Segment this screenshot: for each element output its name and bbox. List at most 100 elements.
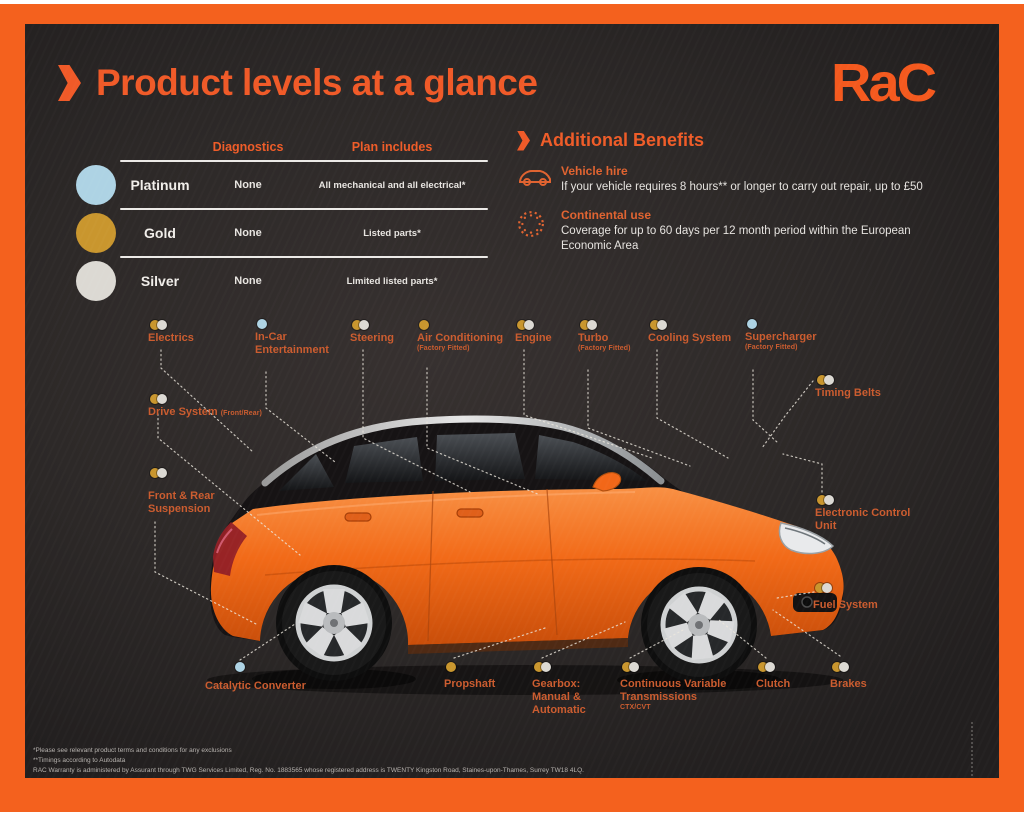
silver-coverage-dot-icon [157,320,167,330]
plan-includes-value: All mechanical and all electrical* [318,179,466,191]
table-rule [120,160,488,162]
column-header-plan-includes: Plan includes [351,140,433,154]
part-callout-fuel-system: Fuel System [813,583,913,612]
silver-coverage-dot-icon [824,375,834,385]
gold-coverage-dot-icon [150,468,160,478]
coverage-dots [419,320,527,330]
platinum-coverage-dot-icon [235,662,245,672]
part-callout-timing-belts: Timing Belts [815,375,915,400]
benefits-heading-text: Additional Benefits [540,130,705,150]
silver-coverage-dot-icon [657,320,667,330]
diagnostics-value: None [234,179,262,191]
plans-table-header: Diagnostics Plan includes [76,134,488,160]
benefit-description: Coverage for up to 60 days per 12 month … [561,224,911,252]
vehicle-hire-car-icon [517,164,561,195]
part-label: In-Car Entertainment [255,331,329,356]
table-row: Silver None Limited listed parts* [76,258,488,304]
gold-coverage-dot-icon [517,320,527,330]
part-callout-cvt: Continuous Variable Transmissions CTX/CVT [620,662,730,712]
part-callout-cooling-system: Cooling System [648,320,758,345]
part-callout-electronic-control-unit: Electronic Control Unit [815,495,923,533]
coverage-dots [580,320,663,330]
part-label: Brakes [830,678,867,690]
coverage-dots [517,320,585,330]
rac-logo: RaC [831,52,937,113]
silver-coverage-dot-icon [524,320,534,330]
tier-label: Silver [140,273,180,289]
part-label: Electronic Control Unit [815,507,911,532]
chevron-icon [58,65,81,101]
part-callout-turbo: Turbo (Factory Fitted) [578,320,663,353]
part-label: Propshaft [444,678,496,690]
part-label: Continuous Variable Transmissions [620,678,727,703]
gold-coverage-dot-icon [580,320,590,330]
gold-coverage-dot-icon [817,495,827,505]
part-sublabel: CTX/CVT [620,703,651,711]
part-callout-steering: Steering [350,320,430,345]
gold-swatch [76,213,116,253]
gold-coverage-dot-icon [150,320,160,330]
part-callout-catalytic-converter: Catalytic Converter [205,662,335,693]
table-rule [120,256,488,258]
coverage-dots [150,320,228,330]
part-sublabel: (Factory Fitted) [578,344,631,352]
part-label: Timing Belts [815,387,881,399]
column-header-diagnostics: Diagnostics [212,140,284,154]
silver-coverage-dot-icon [157,468,167,478]
table-row: Gold None Listed parts* [76,210,488,256]
part-callout-front-rear-suspension: Front & Rear Suspension [148,468,230,516]
continental-dotted-circle-icon [517,208,561,254]
coverage-dots [747,319,845,329]
part-label: Fuel System [813,599,878,611]
silver-coverage-dot-icon [824,495,834,505]
gold-coverage-dot-icon [650,320,660,330]
gold-coverage-dot-icon [622,662,632,672]
coverage-dots [817,375,915,385]
part-label: Catalytic Converter [205,680,306,692]
part-callout-supercharger: Supercharger (Factory Fitted) [745,319,845,352]
table-row: Platinum None All mechanical and all ele… [76,162,488,208]
part-callout-brakes: Brakes [830,662,890,691]
gold-coverage-dot-icon [815,583,825,593]
silver-coverage-dot-icon [839,662,849,672]
silver-coverage-dot-icon [629,662,639,672]
benefit-description: If your vehicle requires 8 hours** or lo… [561,181,923,193]
part-callout-air-conditioning: Air Conditioning (Factory Fitted) [417,320,527,353]
part-callout-propshaft: Propshaft [444,662,524,691]
part-label: Cooling System [648,332,732,344]
gold-coverage-dot-icon [534,662,544,672]
coverage-dots [534,662,604,672]
plan-includes-value: Limited listed parts* [346,275,438,287]
silver-coverage-dot-icon [541,662,551,672]
coverage-dots [817,495,923,505]
part-label: Air Conditioning [417,332,504,344]
gold-coverage-dot-icon [352,320,362,330]
infographic-canvas: Product levels at a glance RaC Diagnosti… [25,24,999,778]
part-callout-in-car-entertainment: In-Car Entertainment [255,319,341,357]
gold-coverage-dot-icon [758,662,768,672]
gold-coverage-dot-icon [150,394,160,404]
coverage-dots [446,662,524,672]
part-label: Drive System (Front/Rear) [148,406,262,418]
part-label: Steering [350,332,395,344]
header: Product levels at a glance [58,62,538,104]
coverage-dots [150,394,308,404]
diagnostics-value: None [234,275,262,287]
part-sublabel: (Front/Rear) [220,410,262,417]
print-code [971,722,973,778]
part-callout-drive-system: Drive System (Front/Rear) [148,394,308,419]
parts-layer: Electrics In-Car Entertainment Steering Air… [25,24,999,778]
gold-coverage-dot-icon [817,375,827,385]
benefit-item-continental-use: Continental use Coverage for up to 60 da… [517,208,977,254]
part-label: Clutch [756,678,791,690]
part-label: Front & Rear Suspension [148,490,215,515]
part-label: Supercharger [745,331,817,343]
part-label: Turbo [578,332,609,344]
coverage-dots [257,319,341,329]
coverage-dots [650,320,758,330]
gold-coverage-dot-icon [832,662,842,672]
gold-coverage-dot-icon [446,662,456,672]
benefit-item-vehicle-hire: Vehicle hire If your vehicle requires 8 … [517,164,977,195]
footnote-exclusions: *Please see relevant product terms and c… [33,747,232,754]
